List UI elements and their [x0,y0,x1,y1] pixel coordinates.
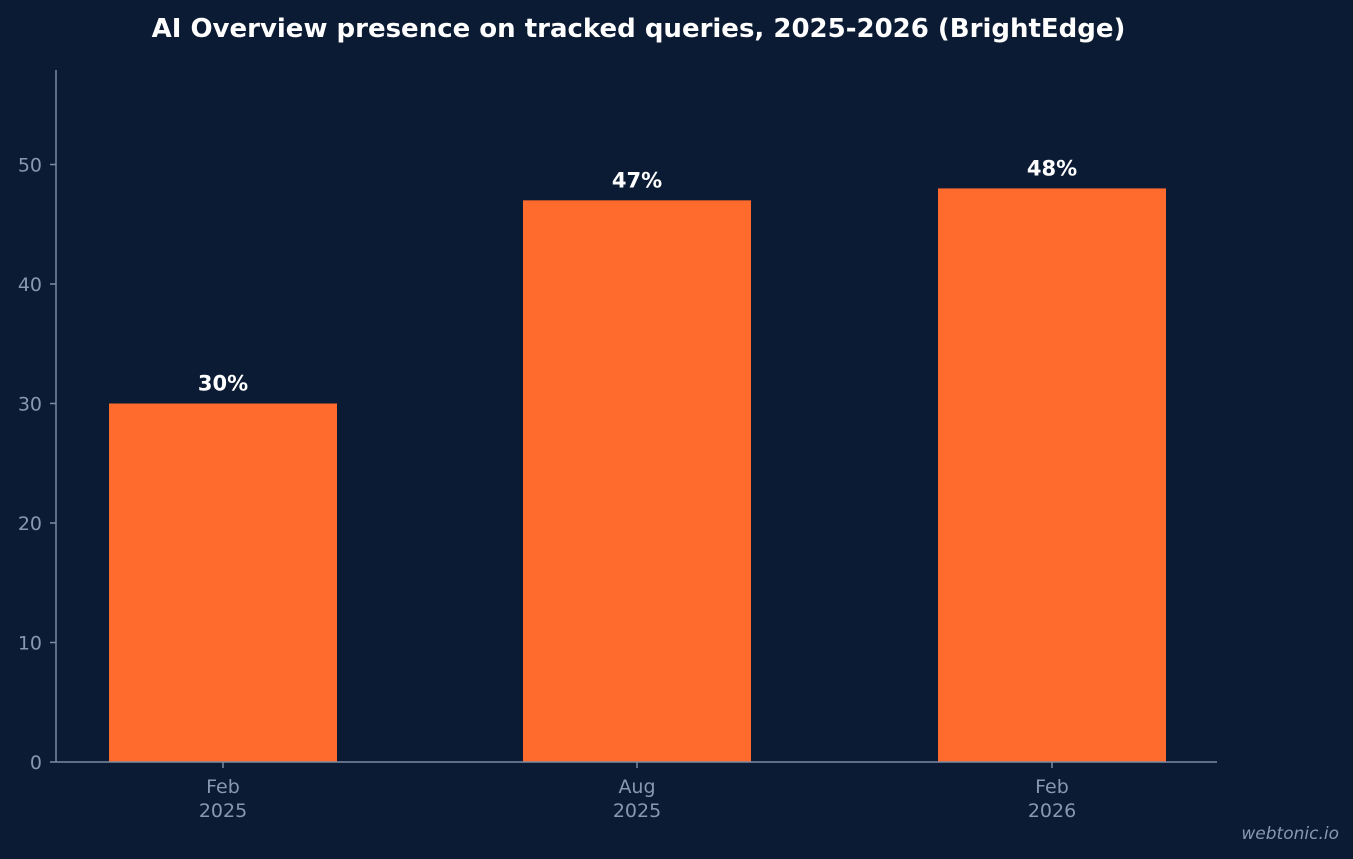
bar-2 [938,188,1166,762]
value-label-0: 30% [198,372,248,396]
x-tick-label-2-line-0: Feb [1035,776,1069,798]
value-labels-group: 30% 47% 48% [198,156,1077,395]
x-tick-label-0-line-0: Feb [206,776,240,798]
bar-1 [523,200,751,763]
x-tick-label-1-line-1: 2025 [613,800,661,822]
x-tick-label-2-line-1: 2026 [1028,800,1076,822]
chart-title: AI Overview presence on tracked queries,… [151,14,1126,44]
bar-0 [109,403,337,762]
y-tick-label-0: 0 [30,752,42,774]
y-tick-label-5: 50 [18,155,42,177]
x-tick-label-0-line-1: 2025 [199,800,247,822]
bars-group [109,188,1166,763]
y-tick-label-2: 20 [18,513,42,535]
y-tick-label-1: 10 [18,633,42,655]
watermark: webtonic.io [1241,824,1339,844]
value-label-2: 48% [1027,156,1077,180]
y-tick-label-4: 40 [18,274,42,296]
value-label-1: 47% [612,168,662,192]
x-tick-label-1-line-0: Aug [618,776,655,798]
y-tick-label-3: 30 [18,394,42,416]
y-axis: 0 10 20 30 40 50 [18,70,57,774]
